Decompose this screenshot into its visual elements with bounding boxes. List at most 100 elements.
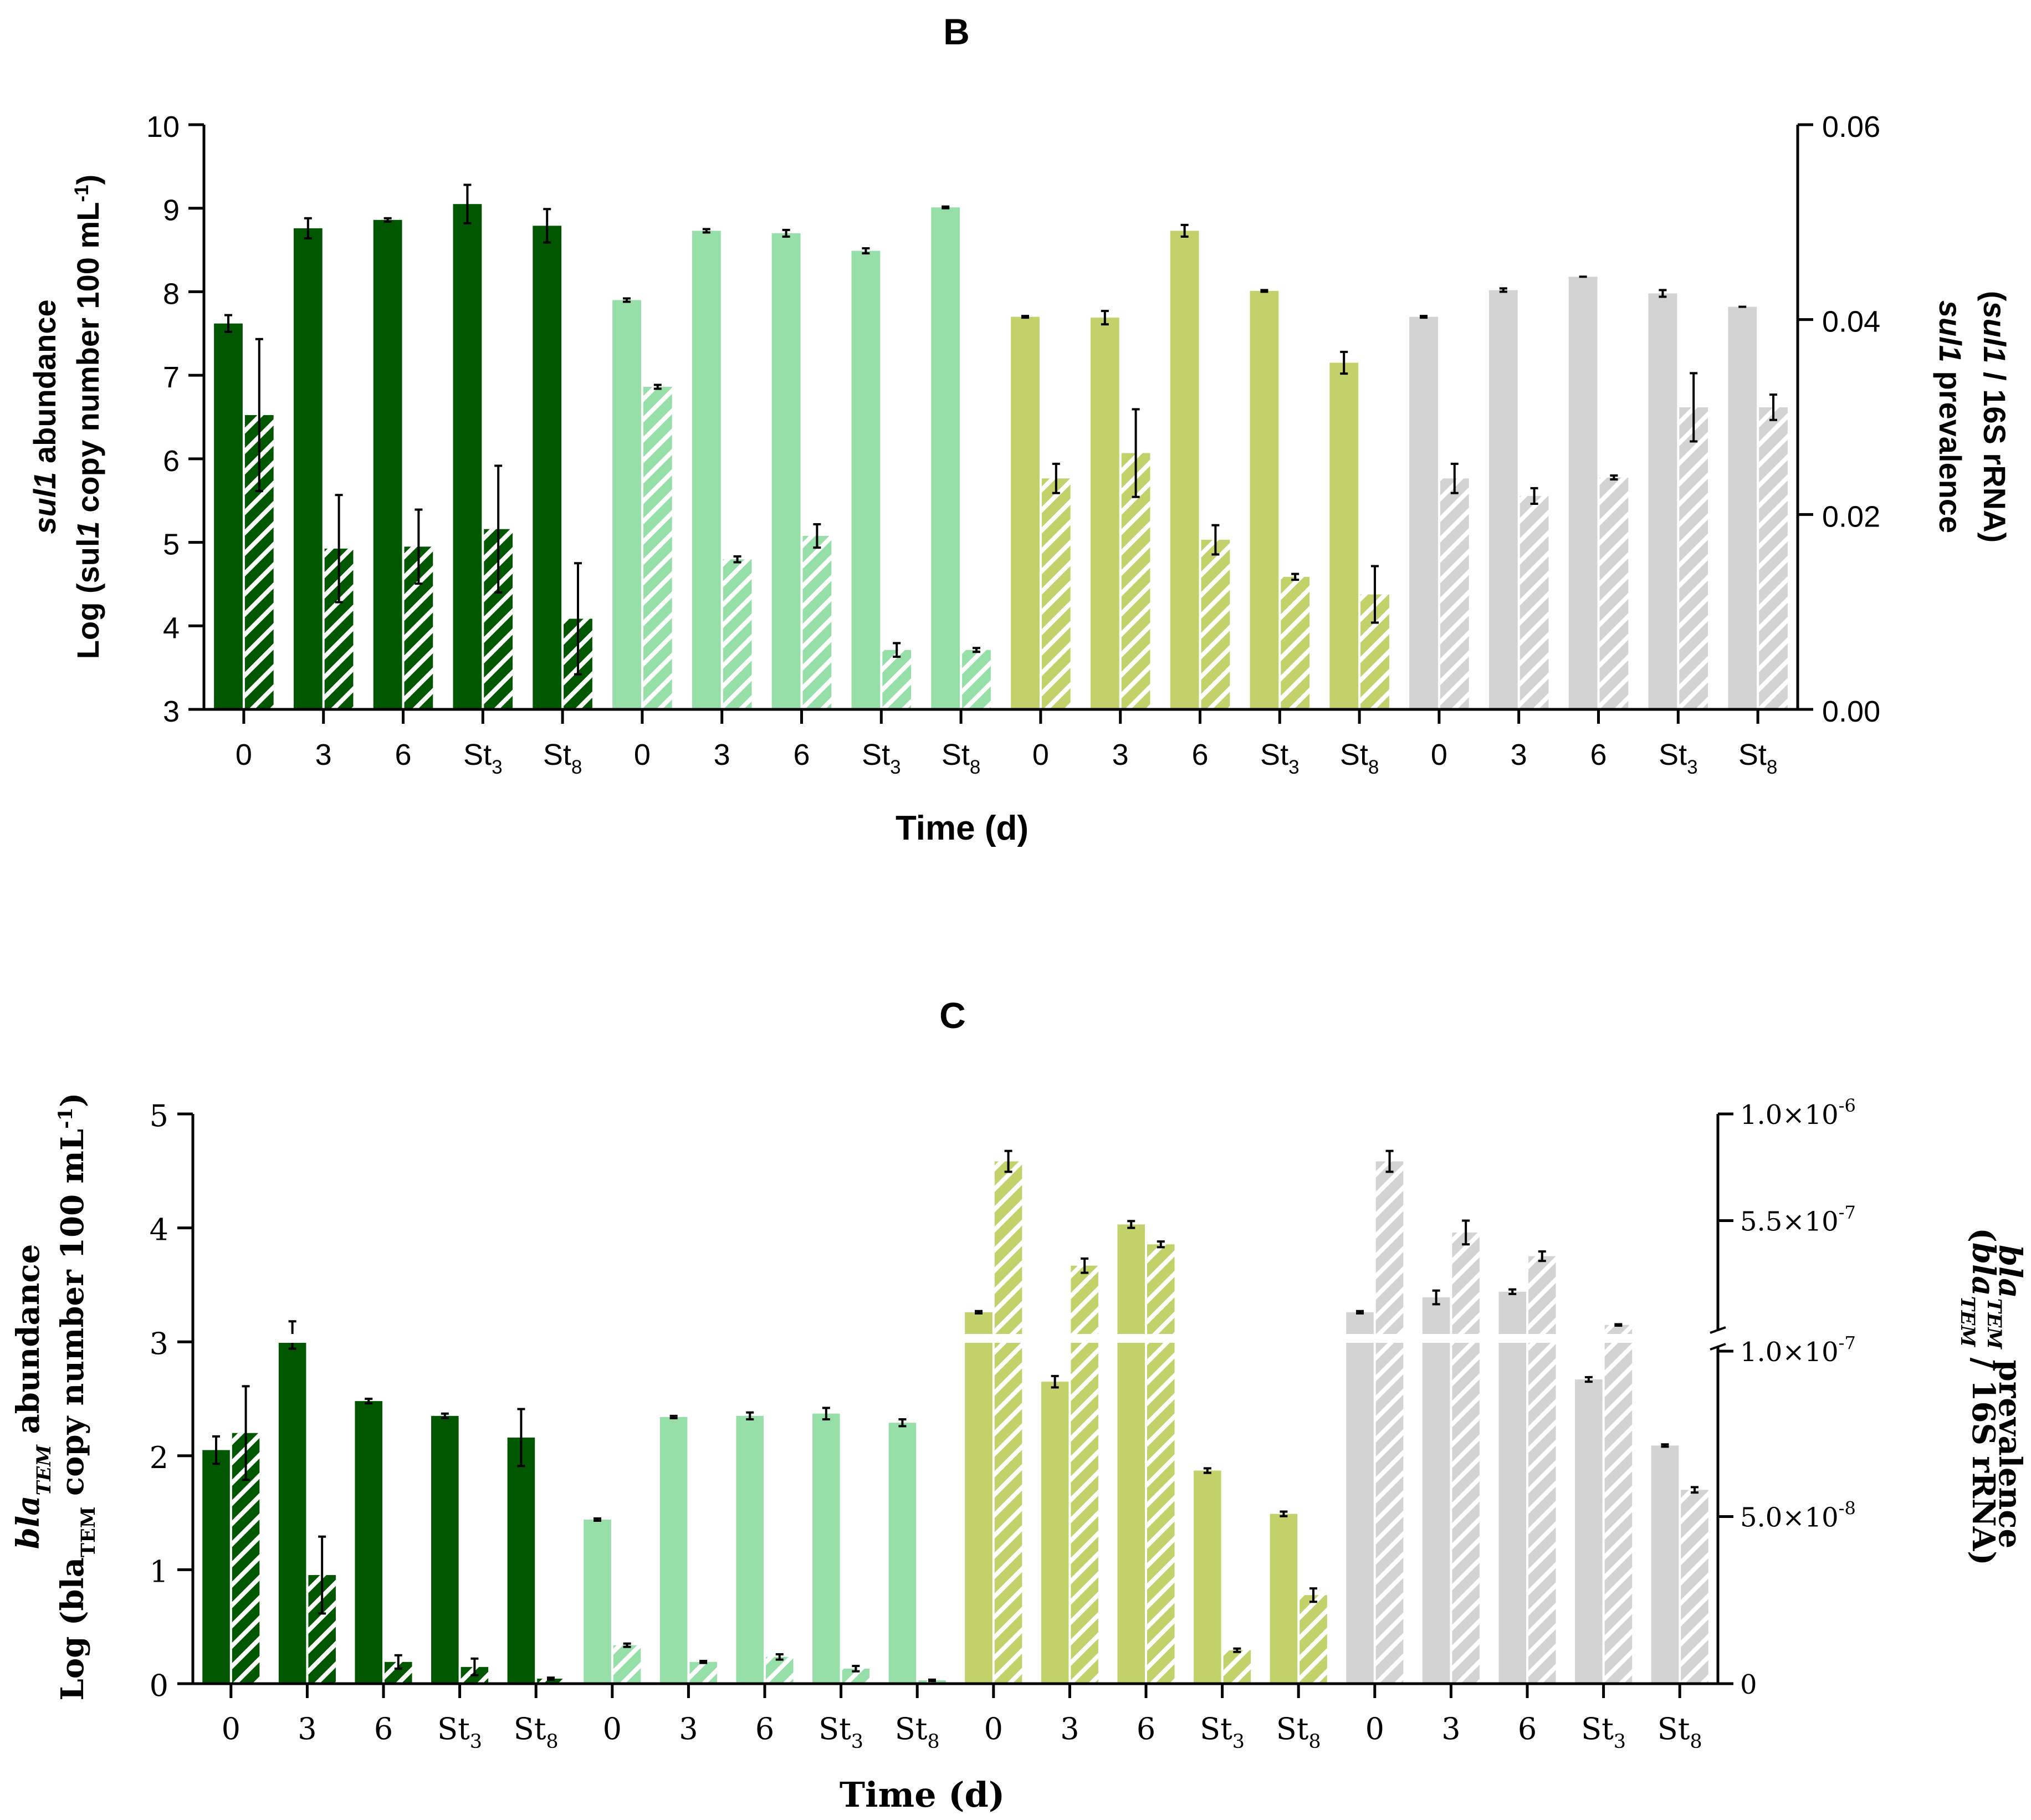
prevalence-bar xyxy=(689,1661,717,1684)
abundance-bar xyxy=(812,1413,840,1684)
left-axis-tick-label: 5 xyxy=(150,1098,168,1133)
prevalence-bar xyxy=(643,386,672,709)
x-tick-main: St xyxy=(1738,738,1767,771)
right-tick-main: 5.0×10 xyxy=(1740,1502,1839,1533)
x-tick-main: 0 xyxy=(603,1711,622,1746)
abundance-bar xyxy=(1117,1224,1145,1684)
left-axis-label-line2: Log (blaTEM copy number 100 mL-1) xyxy=(54,1092,100,1700)
x-axis-tick-label: St3 xyxy=(437,1711,482,1753)
left-axis-tick-label: 4 xyxy=(150,1213,168,1248)
x-tick-sub: 8 xyxy=(1368,756,1379,778)
x-tick-main: St xyxy=(1340,738,1368,771)
right-axis-label-line1: blaTEM prevalence xyxy=(1983,1245,2029,1548)
right-axis-label-line2-run: / 16S rRNA) xyxy=(1977,364,2012,543)
right-axis-tick-label: 0.06 xyxy=(1822,110,1880,144)
x-axis-tick-label: 0 xyxy=(236,738,252,771)
x-axis-tick-label: 3 xyxy=(1511,738,1527,771)
x-axis-tick-label: 0 xyxy=(984,1711,1003,1746)
left-axis-label-line2-run: 1 xyxy=(70,521,105,538)
right-axis-label-line2: (sul1 / 16S rRNA) xyxy=(1977,291,2012,543)
right-tick-exp: -7 xyxy=(1839,1332,1856,1353)
abundance-bar xyxy=(888,1423,917,1684)
left-axis-tick-label: 7 xyxy=(163,361,180,394)
x-tick-main: 6 xyxy=(755,1711,774,1746)
chart-title: B xyxy=(943,11,970,52)
x-axis-tick-label: St8 xyxy=(1276,1711,1321,1753)
prevalence-bar xyxy=(1201,540,1230,709)
x-tick-main: 6 xyxy=(1191,738,1208,771)
x-tick-sub: 3 xyxy=(492,756,502,778)
right-tick-main: 1.0×10 xyxy=(1740,1337,1839,1368)
x-tick-main: St xyxy=(1260,738,1288,771)
x-tick-main: 6 xyxy=(395,738,411,771)
x-tick-sub: 3 xyxy=(1288,756,1299,778)
x-axis-tick-label: 3 xyxy=(714,738,730,771)
right-tick-main: 0 xyxy=(1740,1669,1757,1700)
x-tick-main: 3 xyxy=(714,738,730,771)
abundance-bar xyxy=(1728,306,1757,709)
x-axis-tick-label: 3 xyxy=(1112,738,1129,771)
right-axis-tick-label: 5.5×10-7 xyxy=(1740,1202,1856,1238)
right-axis-label-line2-run: bla xyxy=(1965,1243,2002,1296)
abundance-bar xyxy=(507,1437,535,1684)
x-axis-tick-label: 0 xyxy=(634,738,651,771)
left-axis-label-line1-run: TEM xyxy=(33,1444,55,1496)
x-axis-tick-label: 0 xyxy=(1365,1711,1384,1746)
x-tick-main: St xyxy=(1659,738,1687,771)
x-axis-tick-label: St8 xyxy=(942,738,981,778)
abundance-bar xyxy=(1250,290,1279,709)
x-axis-tick-label: 6 xyxy=(755,1711,774,1746)
x-axis-tick-label: 6 xyxy=(1191,738,1208,771)
x-tick-sub: 8 xyxy=(1690,1731,1702,1753)
right-axis-label-line2-run: ( xyxy=(1977,291,2012,301)
x-axis-tick-label: 3 xyxy=(1060,1711,1079,1746)
left-axis-tick-label: 0 xyxy=(150,1668,168,1703)
right-axis-tick-label: 0 xyxy=(1740,1669,1757,1700)
x-tick-main: 0 xyxy=(1431,738,1447,771)
left-axis-label-line2-run: ) xyxy=(54,1092,91,1107)
prevalence-bar xyxy=(882,650,912,709)
x-axis-tick-label: 3 xyxy=(315,738,332,771)
x-tick-main: 0 xyxy=(984,1711,1003,1746)
x-tick-main: St xyxy=(463,738,492,771)
prevalence-bar xyxy=(613,1645,641,1684)
x-tick-main: St xyxy=(1276,1711,1309,1746)
prevalence-bar xyxy=(1041,478,1071,709)
x-axis-tick-label: 6 xyxy=(1518,1711,1537,1746)
left-axis-tick-label: 4 xyxy=(163,611,180,645)
x-axis-tick-label: 6 xyxy=(1137,1711,1155,1746)
right-axis-tick-label: 1.0×10-6 xyxy=(1740,1095,1856,1131)
prevalence-bar xyxy=(1759,407,1788,709)
left-axis-tick-label: 3 xyxy=(150,1326,168,1361)
x-axis-tick-label: 0 xyxy=(222,1711,241,1746)
left-axis-label-line1-run: abundance xyxy=(10,1244,47,1445)
right-tick-main: 1.0×10 xyxy=(1740,1100,1839,1131)
x-tick-main: St xyxy=(1200,1711,1232,1746)
x-tick-sub: 3 xyxy=(890,756,901,778)
axis-break-mark xyxy=(1710,1326,1726,1334)
x-axis-tick-label: St8 xyxy=(1340,738,1379,778)
left-axis-label-line2-run: ) xyxy=(70,175,105,185)
right-axis-label-line1-run: sul1 xyxy=(1933,300,1968,362)
left-axis-label-line1-run: abundance xyxy=(27,299,62,472)
x-axis-label: Time (d) xyxy=(840,1775,1005,1815)
abundance-bar xyxy=(1170,231,1199,710)
x-axis-tick-label: 0 xyxy=(603,1711,622,1746)
prevalence-bar xyxy=(1071,1265,1098,1684)
abundance-bar xyxy=(533,226,562,710)
x-axis-tick-label: 3 xyxy=(298,1711,316,1746)
x-axis-tick-label: St3 xyxy=(1659,738,1698,778)
right-axis-label-line1: sul1 prevalence xyxy=(1933,300,1968,533)
abundance-bar xyxy=(214,323,243,709)
abundance-bar xyxy=(659,1417,688,1684)
x-tick-sub: 8 xyxy=(927,1731,939,1753)
right-tick-exp: -6 xyxy=(1839,1095,1856,1116)
abundance-bar xyxy=(612,300,641,709)
x-tick-main: 6 xyxy=(374,1711,393,1746)
x-tick-sub: 8 xyxy=(1767,756,1777,778)
x-axis-tick-label: 0 xyxy=(1431,738,1447,771)
x-tick-sub: 8 xyxy=(546,1731,558,1753)
x-axis-tick-label: St8 xyxy=(543,738,582,778)
right-tick-exp: -8 xyxy=(1839,1498,1856,1519)
